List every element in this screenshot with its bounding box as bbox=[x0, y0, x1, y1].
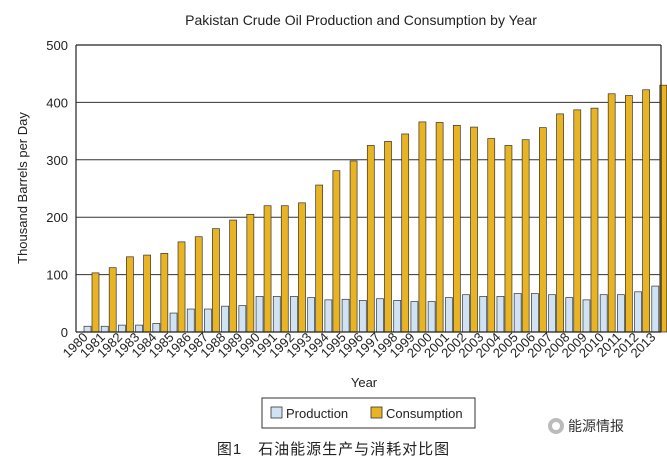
chart-title: Pakistan Crude Oil Production and Consum… bbox=[185, 12, 537, 28]
bar-consumption bbox=[487, 138, 496, 333]
bar-production bbox=[617, 294, 625, 333]
bar-consumption bbox=[504, 145, 513, 333]
bar-production bbox=[479, 296, 488, 333]
bar-consumption bbox=[521, 139, 530, 333]
bar-consumption bbox=[625, 95, 633, 333]
bar-production bbox=[496, 296, 505, 333]
bar-consumption bbox=[298, 202, 306, 333]
bar-production bbox=[100, 325, 109, 333]
y-tick-label: 400 bbox=[46, 95, 68, 110]
bar-production bbox=[255, 296, 264, 333]
watermark: 能源情报 bbox=[548, 416, 624, 436]
bar-production bbox=[462, 294, 470, 333]
bar-production bbox=[341, 298, 350, 333]
bar-consumption bbox=[160, 253, 169, 333]
y-tick-label: 500 bbox=[46, 38, 68, 53]
bar-production bbox=[307, 297, 316, 333]
bar-consumption bbox=[126, 256, 134, 333]
legend-label-production: Production bbox=[286, 406, 348, 421]
bar-consumption bbox=[573, 109, 582, 333]
bar-production bbox=[358, 300, 367, 333]
bar-production bbox=[238, 305, 247, 333]
bar-production bbox=[427, 301, 436, 333]
legend-box bbox=[261, 397, 476, 429]
figure-caption: 图1 石油能源生产与消耗对比图 bbox=[216, 441, 451, 458]
y-tick-label: 0 bbox=[61, 325, 68, 340]
bar-consumption bbox=[177, 241, 186, 333]
bar-production bbox=[376, 298, 384, 333]
bar-production bbox=[599, 294, 608, 333]
bar-consumption bbox=[539, 127, 547, 333]
bar-production bbox=[169, 312, 178, 333]
bar-consumption bbox=[108, 267, 117, 333]
bar-consumption bbox=[590, 107, 599, 333]
bar-production bbox=[634, 291, 642, 333]
bar-consumption bbox=[212, 228, 220, 333]
bar-production bbox=[444, 297, 453, 333]
bar-production bbox=[83, 325, 92, 333]
bar-consumption bbox=[246, 213, 255, 333]
x-axis-label: Year bbox=[351, 375, 378, 390]
bar-consumption bbox=[280, 205, 289, 333]
bar-production bbox=[565, 297, 574, 333]
bar-consumption bbox=[435, 122, 444, 333]
bar-consumption bbox=[91, 272, 100, 333]
bar-production bbox=[513, 293, 522, 333]
y-axis-label: Thousand Barrels per Day bbox=[15, 112, 30, 264]
bar-production bbox=[221, 305, 229, 333]
bar-production bbox=[272, 296, 281, 333]
legend-swatch-consumption bbox=[370, 406, 383, 419]
bar-consumption bbox=[332, 170, 341, 333]
bar-consumption bbox=[384, 141, 392, 333]
bar-consumption bbox=[143, 254, 151, 333]
bar-consumption bbox=[401, 133, 410, 333]
bar-production bbox=[548, 294, 556, 333]
y-tick-label: 200 bbox=[46, 210, 68, 225]
bar-consumption bbox=[194, 236, 203, 333]
y-tick-label: 100 bbox=[46, 268, 68, 283]
bar-production bbox=[582, 299, 591, 333]
wechat-icon bbox=[548, 418, 564, 434]
bar-production bbox=[531, 293, 539, 333]
bar-production bbox=[135, 324, 143, 333]
y-tick-label: 300 bbox=[46, 153, 68, 168]
bar-production bbox=[651, 285, 660, 333]
bar-production bbox=[152, 323, 161, 333]
plot-area: 0100200300400500198019811982198319841985… bbox=[46, 38, 667, 361]
bar-consumption bbox=[556, 113, 564, 333]
legend: Production Consumption bbox=[261, 397, 476, 429]
bar-consumption bbox=[452, 125, 461, 333]
bar-consumption bbox=[607, 93, 616, 333]
legend-label-consumption: Consumption bbox=[386, 406, 463, 421]
bar-production bbox=[118, 324, 126, 333]
bar-consumption bbox=[349, 160, 358, 333]
bar-production bbox=[393, 300, 402, 333]
bar-consumption bbox=[366, 145, 375, 333]
bar-consumption bbox=[229, 219, 237, 333]
bar-production bbox=[324, 299, 333, 333]
bar-production bbox=[410, 301, 419, 333]
bar-consumption bbox=[263, 205, 272, 333]
watermark-text: 能源情报 bbox=[568, 418, 624, 434]
bar-production bbox=[204, 308, 212, 333]
bar-consumption bbox=[642, 89, 650, 333]
legend-swatch-production bbox=[270, 406, 283, 419]
bar-consumption bbox=[470, 126, 478, 333]
bar-production bbox=[290, 296, 298, 333]
bar-production bbox=[186, 308, 195, 333]
bar-consumption bbox=[418, 121, 427, 333]
bar-consumption bbox=[315, 184, 324, 333]
